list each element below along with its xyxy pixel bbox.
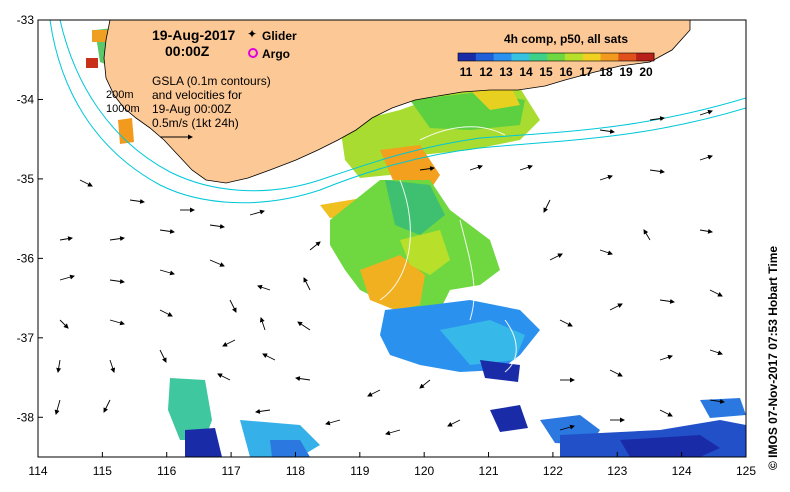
glider-marker-icon: ✦ bbox=[247, 27, 257, 41]
gsla-line-4: 0.5m/s (1kt 24h) bbox=[152, 116, 239, 130]
colorbar-tick-label: 13 bbox=[499, 65, 513, 79]
sst-patches bbox=[86, 25, 746, 457]
y-tick-label: -37 bbox=[17, 331, 35, 345]
gsla-line-3: 19-Aug 00:00Z bbox=[152, 102, 231, 116]
x-axis: 114 115 116 117 118 119 120 121 122 123 124 125 bbox=[28, 452, 756, 478]
gsla-line-1: GSLA (0.1m contours) bbox=[152, 74, 271, 88]
velocity-arrows bbox=[54, 109, 725, 436]
colorbar-swatch bbox=[564, 53, 584, 61]
y-tick-label: -38 bbox=[17, 410, 35, 424]
credit-label: © IMOS 07-Nov-2017 07:53 Hobart Time bbox=[766, 245, 780, 470]
legend-argo: Argo bbox=[262, 47, 290, 61]
colorbar-tick-label: 20 bbox=[639, 65, 653, 79]
colorbar-tick-label: 19 bbox=[619, 65, 633, 79]
y-tick-label: -33 bbox=[17, 13, 35, 27]
y-tick-label: -35 bbox=[17, 172, 35, 186]
gsla-line-2: and velocities for bbox=[152, 88, 242, 102]
colorbar: 4h comp, p50, all sats 11 12 13 14 15 16 17 18 1… bbox=[457, 32, 655, 79]
isobath-contours bbox=[49, 20, 746, 204]
x-tick-label: 114 bbox=[28, 464, 47, 478]
colorbar-swatch bbox=[458, 53, 477, 61]
x-tick-label: 116 bbox=[157, 464, 176, 478]
legend-glider: Glider bbox=[262, 29, 297, 43]
colorbar-tick-label: 16 bbox=[559, 65, 573, 79]
map-frame bbox=[37, 19, 747, 458]
x-tick-label: 124 bbox=[672, 464, 692, 478]
colorbar-swatch bbox=[529, 53, 548, 61]
colorbar-swatch bbox=[600, 53, 619, 61]
y-tick-label: -36 bbox=[17, 251, 35, 265]
colorbar-swatch bbox=[511, 53, 530, 61]
gsla-contours bbox=[379, 126, 517, 373]
y-axis: -33 -34 -35 -36 -37 -38 bbox=[17, 13, 43, 424]
x-tick-label: 123 bbox=[607, 464, 627, 478]
x-tick-label: 118 bbox=[286, 464, 305, 478]
depth-1000-label: 1000m bbox=[106, 103, 140, 115]
colorbar-swatch bbox=[618, 53, 637, 61]
colorbar-tick-label: 11 bbox=[460, 65, 473, 79]
argo-marker-icon bbox=[248, 48, 258, 58]
colorbar-tick-label: 17 bbox=[579, 65, 593, 79]
colorbar-swatch bbox=[582, 53, 602, 61]
colorbar-tick-label: 12 bbox=[479, 65, 493, 79]
colorbar-tick-label: 15 bbox=[539, 65, 553, 79]
time-label: 00:00Z bbox=[165, 43, 210, 59]
colorbar-swatch bbox=[636, 53, 655, 61]
colorbar-swatch bbox=[475, 53, 495, 61]
depth-200-label: 200m bbox=[106, 89, 134, 101]
date-label: 19-Aug-2017 bbox=[152, 27, 235, 43]
x-tick-label: 115 bbox=[93, 464, 112, 478]
x-tick-label: 117 bbox=[222, 464, 241, 478]
x-tick-label: 121 bbox=[479, 464, 499, 478]
y-tick-label: -34 bbox=[17, 92, 35, 106]
colorbar-swatch bbox=[493, 53, 512, 61]
x-tick-label: 119 bbox=[350, 464, 369, 478]
x-tick-label: 122 bbox=[543, 464, 563, 478]
x-tick-label: 120 bbox=[414, 464, 434, 478]
colorbar-title: 4h comp, p50, all sats bbox=[504, 32, 628, 46]
x-tick-label: 125 bbox=[736, 464, 756, 478]
colorbar-swatch bbox=[547, 53, 566, 61]
colorbar-tick-label: 14 bbox=[519, 65, 533, 79]
colorbar-tick-label: 18 bbox=[599, 65, 613, 79]
